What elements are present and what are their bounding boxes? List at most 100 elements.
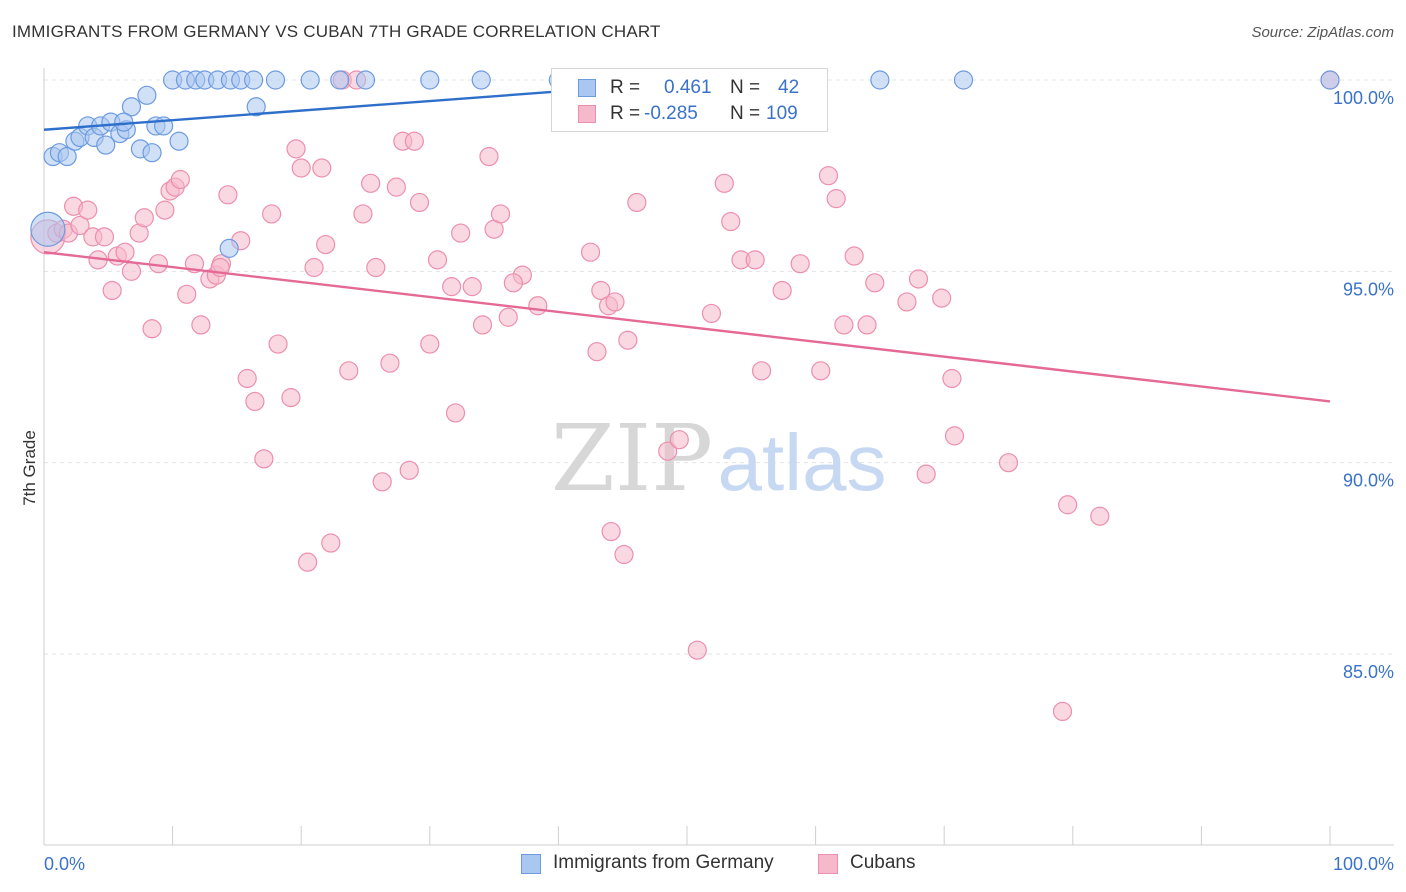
legend-n-value: 42 bbox=[778, 77, 800, 98]
cuban-point bbox=[170, 169, 190, 190]
germany-point bbox=[114, 112, 134, 132]
cuban-point bbox=[834, 315, 854, 335]
watermark-zip: ZIP bbox=[551, 405, 713, 512]
cuban-point bbox=[605, 292, 625, 312]
cuban-point bbox=[445, 403, 466, 423]
germany-point bbox=[142, 143, 162, 163]
cuban-point bbox=[237, 368, 257, 389]
cuban-point bbox=[745, 250, 765, 270]
cuban-point bbox=[790, 254, 810, 274]
cuban-point bbox=[218, 185, 238, 205]
cuban-point bbox=[811, 361, 831, 381]
cuban-point bbox=[102, 280, 122, 301]
cuban-point bbox=[714, 173, 734, 193]
cuban-point bbox=[865, 273, 885, 293]
cuban-point bbox=[386, 177, 406, 197]
germany-point bbox=[330, 70, 350, 90]
cuban-point bbox=[427, 250, 448, 270]
cuban-point bbox=[1058, 495, 1078, 515]
cuban-point bbox=[366, 257, 386, 278]
germany-point bbox=[265, 70, 286, 90]
cuban-point bbox=[304, 257, 324, 278]
chart-title: IMMIGRANTS FROM GERMANY VS CUBAN 7TH GRA… bbox=[12, 22, 661, 41]
cuban-point bbox=[372, 472, 392, 492]
cuban-point bbox=[70, 215, 90, 236]
germany-legend-swatch bbox=[521, 854, 541, 874]
cuban-point bbox=[115, 242, 135, 262]
legend-n-label: N = bbox=[730, 103, 761, 124]
cuban-point bbox=[78, 200, 98, 220]
correlation-legend: R = 0.461 N = 42 R = -0.285 N = 109 bbox=[551, 68, 828, 132]
germany-point bbox=[246, 97, 266, 117]
germany-point bbox=[244, 70, 264, 90]
cuban-point bbox=[897, 292, 917, 312]
cuban-point bbox=[818, 166, 839, 186]
cuban-point bbox=[420, 334, 440, 354]
gridlines bbox=[44, 79, 1394, 655]
y-tick-label: 90.0% bbox=[1343, 471, 1394, 491]
cuban-point bbox=[339, 361, 359, 381]
germany-point bbox=[30, 211, 66, 247]
cuban-point bbox=[254, 449, 274, 469]
cuban-point bbox=[1090, 506, 1110, 526]
y-axis-label: 7th Grade bbox=[20, 430, 39, 506]
cuban-point bbox=[177, 284, 197, 304]
germany-point bbox=[420, 70, 440, 90]
x-tick-label-min: 0.0% bbox=[44, 854, 85, 874]
cuban-point bbox=[404, 131, 424, 151]
germany-point bbox=[169, 131, 189, 151]
cuban-point bbox=[857, 315, 877, 335]
cuban-point bbox=[932, 288, 952, 308]
cuban-point bbox=[353, 204, 373, 224]
cuban-point bbox=[1052, 701, 1073, 722]
cuban-point bbox=[134, 208, 154, 228]
cuban-point bbox=[262, 204, 282, 224]
cuban-point bbox=[826, 189, 846, 209]
germany-point bbox=[96, 135, 116, 155]
cuban-point bbox=[298, 552, 318, 572]
cuban-point bbox=[462, 277, 482, 297]
cuban-point bbox=[281, 388, 301, 408]
legend-n-value: 109 bbox=[766, 103, 798, 124]
cuban-point bbox=[844, 246, 864, 266]
cuban-point bbox=[944, 426, 965, 446]
legend-r-value: 0.461 bbox=[664, 77, 712, 98]
germany-point bbox=[137, 85, 157, 105]
cuban-point bbox=[687, 640, 707, 660]
cuban-point bbox=[409, 192, 430, 213]
legend-r-label: R = bbox=[610, 103, 641, 124]
cuban-point bbox=[908, 269, 929, 289]
cuban-legend-swatch bbox=[818, 854, 838, 874]
legend-r-value: -0.285 bbox=[644, 103, 698, 124]
germany-point bbox=[219, 238, 239, 258]
y-tick-label: 100.0% bbox=[1333, 88, 1394, 108]
cuban-point bbox=[316, 234, 336, 255]
legend-row-cubans: R = -0.285 N = 109 bbox=[552, 101, 827, 127]
cuban-point bbox=[916, 464, 936, 484]
watermark-atlas: atlas bbox=[718, 418, 887, 507]
cuban-point bbox=[601, 521, 621, 542]
cuban-point bbox=[442, 277, 462, 297]
cuban-point bbox=[490, 204, 511, 224]
germany-point bbox=[121, 97, 142, 117]
germany-point bbox=[1320, 70, 1340, 90]
cuban-point bbox=[155, 200, 175, 220]
cuban-point bbox=[380, 353, 400, 373]
cuban-point bbox=[627, 192, 647, 213]
cuban-point bbox=[472, 315, 493, 335]
cuban-point bbox=[503, 273, 523, 293]
axes bbox=[43, 68, 1394, 846]
cuban-point bbox=[291, 158, 311, 178]
germany-point bbox=[57, 146, 77, 167]
legend-row-germany: R = 0.461 N = 42 bbox=[552, 75, 827, 101]
germany-point bbox=[953, 70, 974, 90]
cuban-point bbox=[142, 319, 162, 339]
cuban-point bbox=[268, 334, 288, 354]
cuban-points bbox=[30, 70, 1340, 722]
germany-point bbox=[300, 70, 320, 90]
germany-point bbox=[870, 70, 890, 90]
cuban-point bbox=[528, 296, 548, 316]
cuban-point bbox=[191, 315, 211, 335]
cuban-point bbox=[580, 242, 601, 262]
